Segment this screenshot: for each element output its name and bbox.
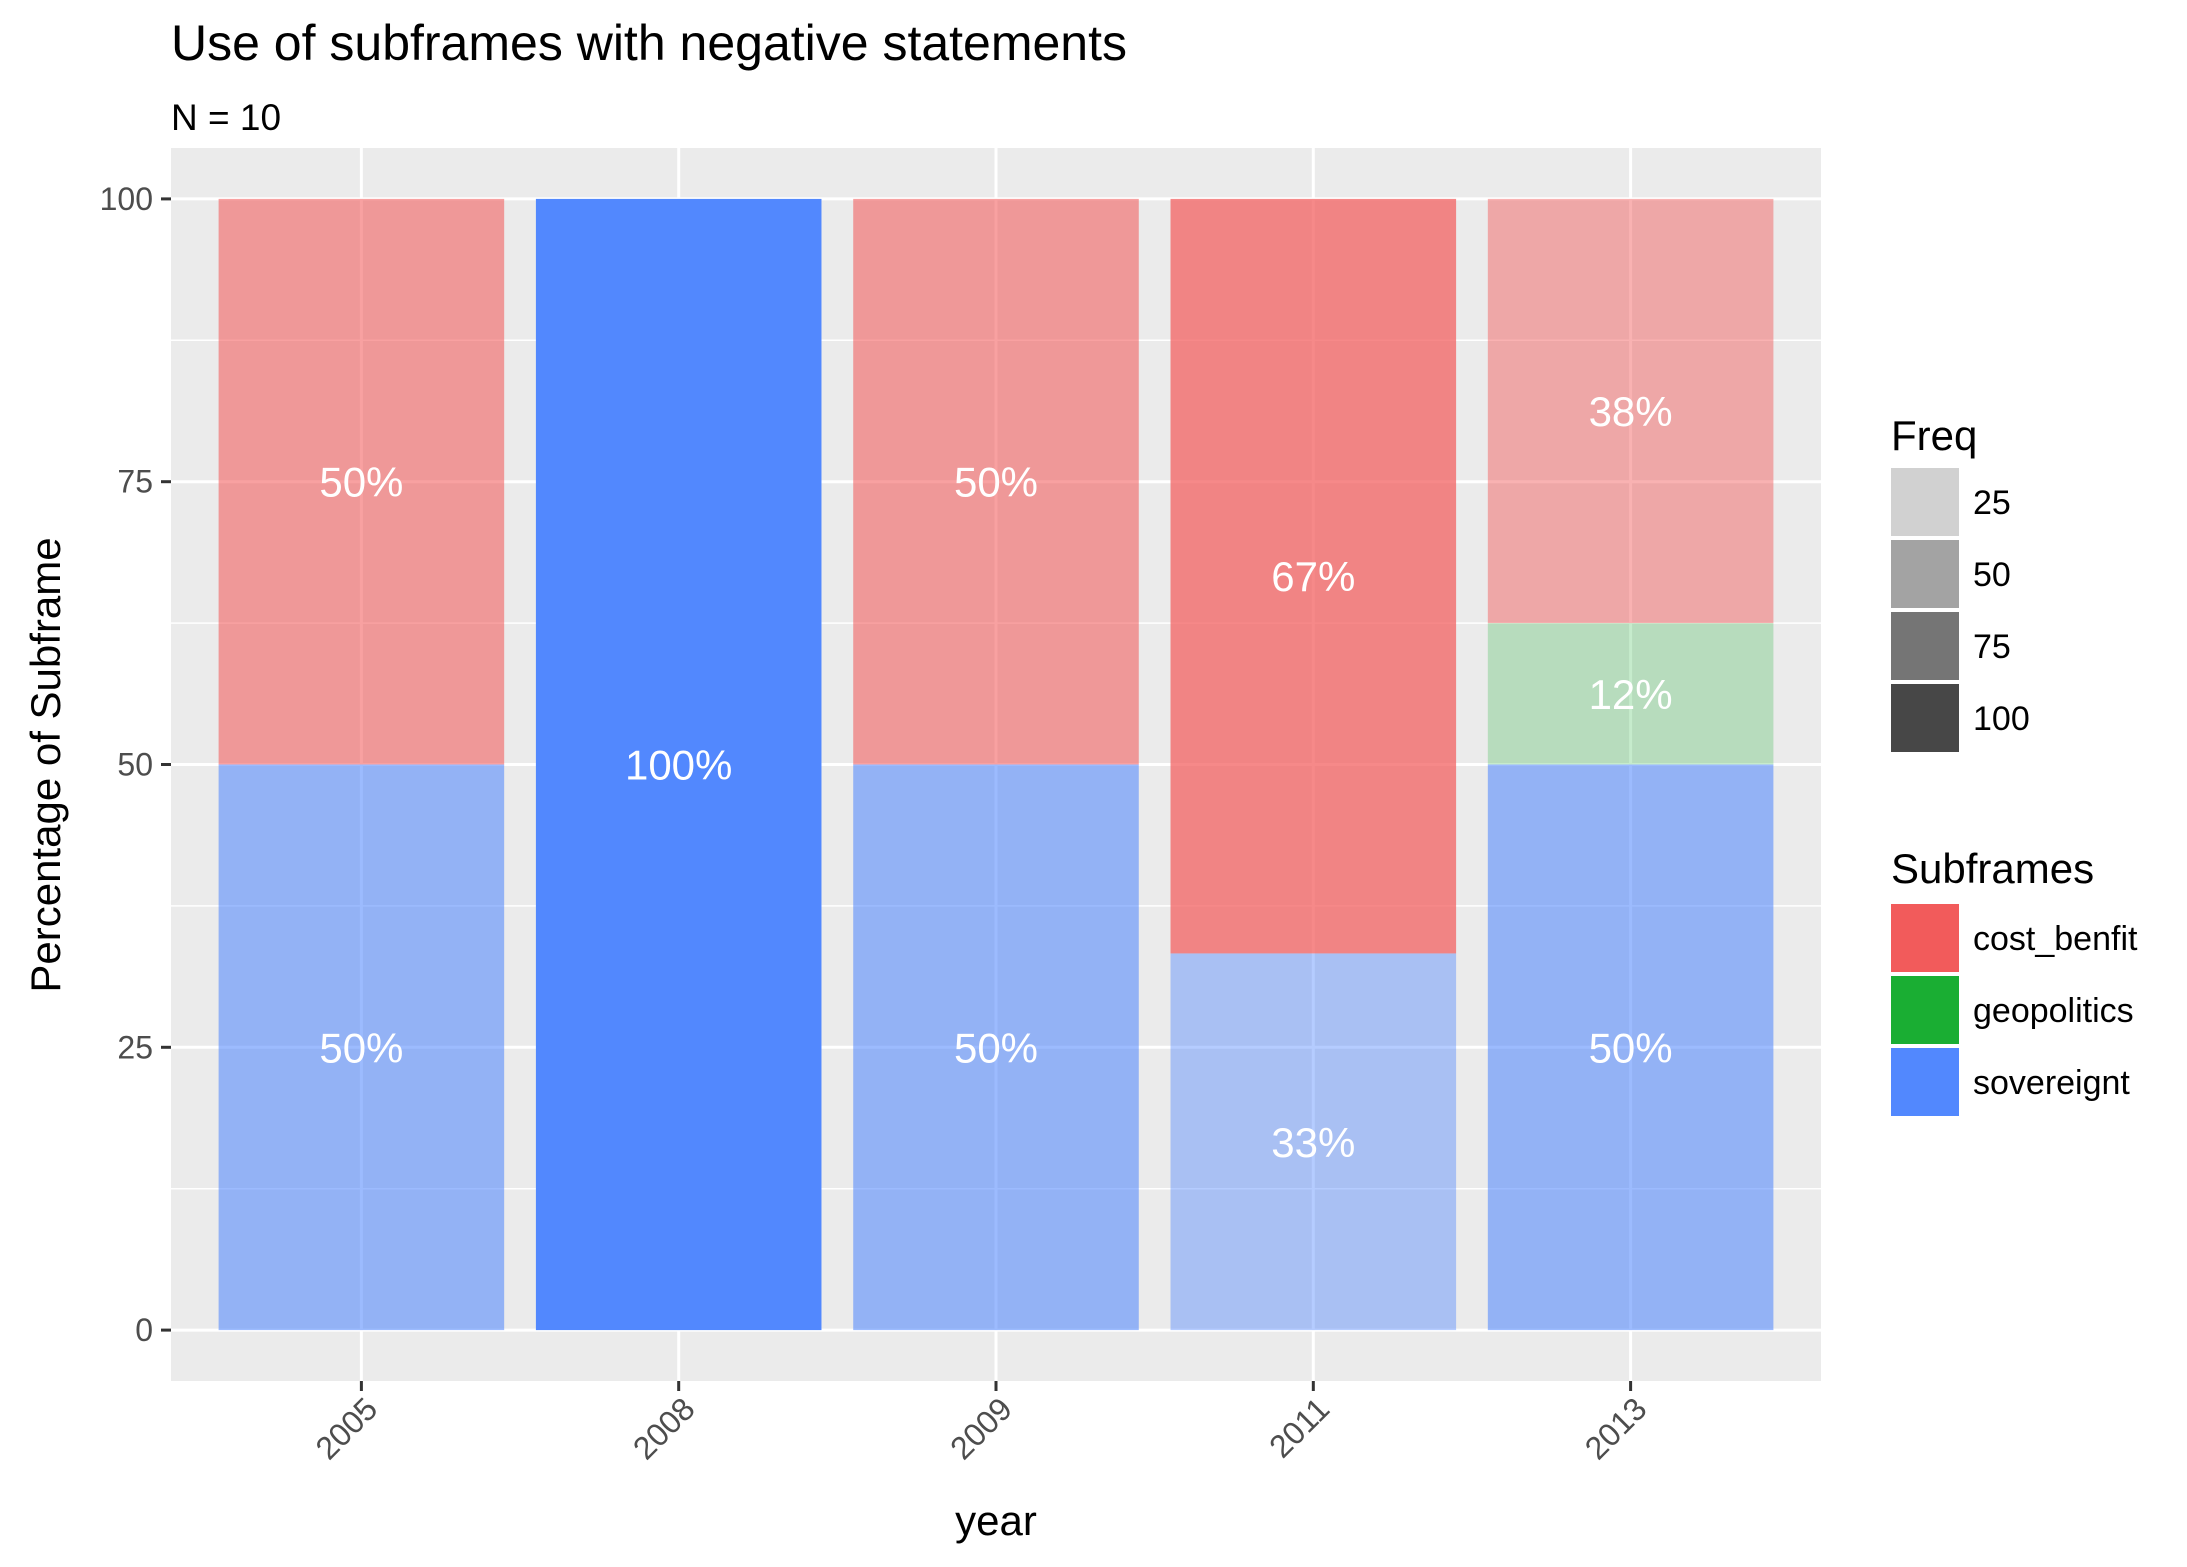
- data-label-sovereignt-2008: 100%: [625, 742, 732, 789]
- x-axis-title: year: [955, 1497, 1037, 1544]
- chart-subtitle: N = 10: [171, 97, 281, 138]
- data-label-geopolitics-2013: 12%: [1589, 671, 1673, 718]
- y-tick-label: 25: [117, 1029, 153, 1065]
- data-label-sovereignt-2013: 50%: [1589, 1024, 1673, 1071]
- data-label-sovereignt-2005: 50%: [319, 1024, 403, 1071]
- data-label-cost_benfit-2005: 50%: [319, 459, 403, 506]
- data-label-cost_benfit-2013: 38%: [1589, 388, 1673, 435]
- legend-freq-key: [1891, 612, 1959, 680]
- bar-cost_benfit-2011: [1170, 198, 1457, 954]
- legend-freq-label: 75: [1973, 628, 2011, 666]
- chart-title: Use of subframes with negative statement…: [171, 15, 1127, 71]
- bar-cost_benfit-2009: [853, 198, 1139, 765]
- data-label-sovereignt-2011: 33%: [1271, 1119, 1355, 1166]
- bar-cost_benfit-2013: [1487, 198, 1774, 624]
- y-tick-label: 75: [117, 464, 153, 500]
- data-label-cost_benfit-2009: 50%: [954, 459, 1038, 506]
- x-tick-label: 2011: [1262, 1390, 1336, 1464]
- legend-subframes-label: cost_benfit: [1973, 920, 2138, 958]
- y-axis-title: Percentage of Subframe: [22, 537, 69, 992]
- bar-sovereignt-2011: [1170, 953, 1457, 1331]
- y-axis: 0 25 50 75 100: [100, 181, 171, 1348]
- legend-freq-key: [1891, 540, 1959, 608]
- legend-freq: Freq 25 50 75 100: [1891, 412, 2030, 752]
- bar-labels: 50% 50% 100% 50% 50% 33% 67% 50% 12% 38%: [319, 388, 1672, 1166]
- legend-freq-key: [1891, 468, 1959, 536]
- bar-sovereignt-2005: [218, 764, 505, 1331]
- x-tick-label: 2013: [1578, 1390, 1654, 1466]
- legend-freq-label: 50: [1973, 556, 2011, 594]
- x-tick-label: 2008: [626, 1390, 702, 1466]
- legend-subframes-title: Subframes: [1891, 845, 2094, 892]
- x-tick-label: 2005: [309, 1390, 385, 1466]
- legend-freq-title: Freq: [1891, 412, 1977, 459]
- y-tick-label: 50: [117, 747, 153, 783]
- bar-sovereignt-2013: [1487, 764, 1774, 1331]
- x-axis: 2005 2008 2009 2011 2013: [309, 1381, 1654, 1466]
- data-label-cost_benfit-2011: 67%: [1271, 553, 1355, 600]
- legend-subframes: Subframes cost_benfit geopolitics sovereig…: [1891, 845, 2138, 1116]
- bar-cost_benfit-2005: [218, 198, 505, 765]
- bars: [218, 198, 1774, 1331]
- legend-subframes-label: sovereignt: [1973, 1064, 2130, 1102]
- legend-freq-label: 100: [1973, 700, 2030, 738]
- bar-sovereignt-2008: [535, 198, 822, 1331]
- y-tick-label: 0: [135, 1312, 153, 1348]
- y-tick-label: 100: [100, 181, 153, 217]
- x-tick-label: 2009: [943, 1390, 1019, 1466]
- data-label-sovereignt-2009: 50%: [954, 1024, 1038, 1071]
- legend-freq-label: 25: [1973, 484, 2011, 522]
- legend-subframes-label: geopolitics: [1973, 992, 2134, 1030]
- legend-subframes-key: [1891, 904, 1959, 972]
- legend-freq-key: [1891, 684, 1959, 752]
- bar-sovereignt-2009: [853, 764, 1139, 1331]
- legend-subframes-key: [1891, 976, 1959, 1044]
- bar-geopolitics-2013: [1487, 623, 1774, 765]
- legend-subframes-key: [1891, 1048, 1959, 1116]
